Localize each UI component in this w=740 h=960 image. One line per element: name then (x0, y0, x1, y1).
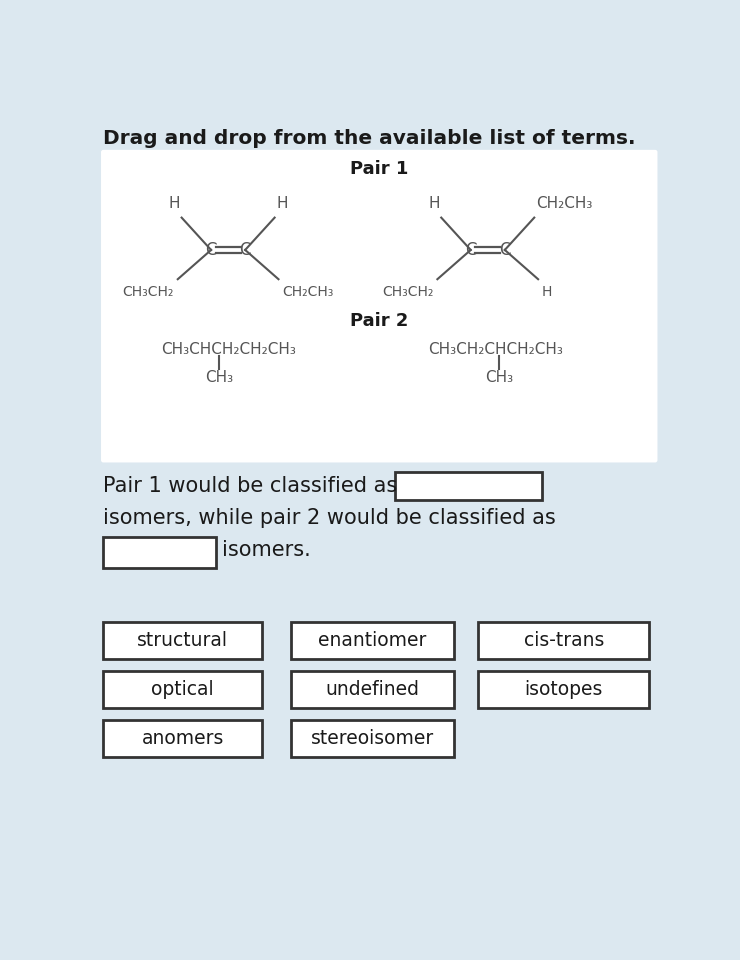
Text: Drag and drop from the available list of terms.: Drag and drop from the available list of… (104, 129, 636, 148)
Text: isotopes: isotopes (525, 680, 603, 699)
Text: H: H (276, 197, 288, 211)
FancyBboxPatch shape (104, 622, 262, 659)
FancyBboxPatch shape (479, 622, 649, 659)
Text: H: H (542, 285, 552, 300)
FancyBboxPatch shape (394, 472, 542, 500)
Text: CH₂CH₃: CH₂CH₃ (536, 197, 592, 211)
FancyBboxPatch shape (104, 538, 216, 568)
Text: CH₃CH₂: CH₃CH₂ (382, 285, 434, 300)
Text: Pair 1: Pair 1 (350, 160, 408, 178)
Text: CH₃CHCH₂CH₂CH₃: CH₃CHCH₂CH₂CH₃ (161, 343, 295, 357)
Text: CH₃CH₂: CH₃CH₂ (123, 285, 174, 300)
Text: CH₃CH₂CHCH₂CH₃: CH₃CH₂CHCH₂CH₃ (428, 343, 563, 357)
Text: undefined: undefined (326, 680, 420, 699)
Text: H: H (169, 197, 180, 211)
FancyBboxPatch shape (101, 150, 657, 463)
Text: C: C (465, 241, 477, 259)
Text: structural: structural (138, 631, 228, 650)
Text: C: C (499, 241, 511, 259)
Text: anomers: anomers (141, 730, 224, 749)
Text: isomers.: isomers. (222, 540, 311, 561)
Text: optical: optical (152, 680, 214, 699)
Text: C: C (205, 241, 217, 259)
FancyBboxPatch shape (291, 671, 454, 708)
Text: CH₂CH₃: CH₂CH₃ (283, 285, 334, 300)
Text: H: H (428, 197, 440, 211)
Text: C: C (240, 241, 251, 259)
Text: enantiomer: enantiomer (318, 631, 426, 650)
Text: CH₃: CH₃ (485, 370, 514, 385)
Text: isomers, while pair 2 would be classified as: isomers, while pair 2 would be classifie… (104, 508, 556, 528)
FancyBboxPatch shape (104, 720, 262, 757)
FancyBboxPatch shape (291, 622, 454, 659)
FancyBboxPatch shape (479, 671, 649, 708)
Text: Pair 2: Pair 2 (350, 312, 408, 329)
FancyBboxPatch shape (291, 720, 454, 757)
Text: cis-trans: cis-trans (523, 631, 604, 650)
FancyBboxPatch shape (104, 671, 262, 708)
Text: CH₃: CH₃ (205, 370, 233, 385)
Text: Pair 1 would be classified as: Pair 1 would be classified as (104, 475, 397, 495)
Text: stereoisomer: stereoisomer (311, 730, 434, 749)
